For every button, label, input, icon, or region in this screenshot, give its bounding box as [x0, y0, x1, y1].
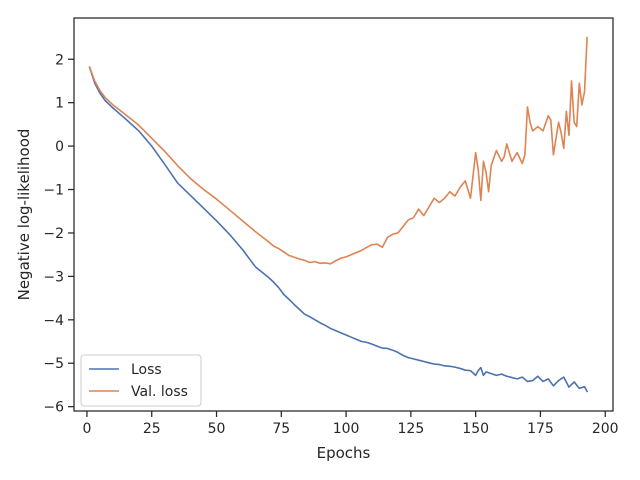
y-tick-label: −6	[43, 400, 64, 416]
y-tick-label: 0	[55, 139, 64, 155]
x-tick-label: 200	[592, 421, 619, 437]
y-tick-label: −2	[43, 226, 64, 242]
y-tick-label: 2	[55, 52, 64, 68]
series-layer	[88, 36, 588, 393]
y-tick-label: 1	[55, 96, 64, 112]
legend-label-val-loss: Val. loss	[131, 384, 188, 400]
x-tick-label: 0	[82, 421, 91, 437]
legend: Loss Val. loss	[80, 354, 202, 407]
x-tick-label: 150	[462, 421, 489, 437]
y-tick-label: −1	[43, 183, 64, 199]
x-tick-label: 75	[272, 421, 290, 437]
x-tick-label: 100	[333, 421, 360, 437]
x-tick-label: 50	[208, 421, 226, 437]
y-tick-label: −5	[43, 356, 64, 372]
x-tick-label: 175	[527, 421, 554, 437]
legend-label-loss: Loss	[131, 362, 162, 378]
y-tick-label: −3	[43, 269, 64, 285]
x-axis-label: Epochs	[317, 444, 371, 462]
x-tick-label: 25	[143, 421, 161, 437]
x-tick-label: 125	[398, 421, 425, 437]
y-axis-label: Negative log-likelihood	[15, 129, 33, 301]
y-tick-label: −4	[43, 313, 64, 329]
legend-box	[80, 354, 202, 407]
y-axis-ticks: 2 1 0 −1 −2 −3 −4 −5 −6	[43, 52, 74, 416]
x-axis-ticks: 0 25 50 75 100 125 150 175 200	[82, 411, 619, 437]
series-line-loss	[88, 66, 588, 393]
series-line-val-loss	[88, 36, 588, 265]
plot-frame	[73, 17, 614, 412]
